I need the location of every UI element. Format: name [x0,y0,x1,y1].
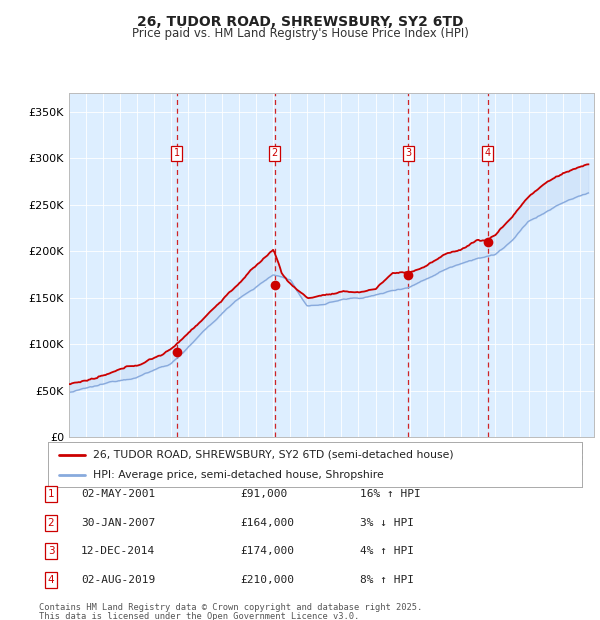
Text: This data is licensed under the Open Government Licence v3.0.: This data is licensed under the Open Gov… [39,612,359,620]
Text: 4: 4 [485,148,491,159]
Text: £91,000: £91,000 [240,489,287,499]
Text: 3: 3 [405,148,411,159]
Text: £210,000: £210,000 [240,575,294,585]
Text: 16% ↑ HPI: 16% ↑ HPI [360,489,421,499]
Text: £164,000: £164,000 [240,518,294,528]
Text: 8% ↑ HPI: 8% ↑ HPI [360,575,414,585]
Text: 26, TUDOR ROAD, SHREWSBURY, SY2 6TD (semi-detached house): 26, TUDOR ROAD, SHREWSBURY, SY2 6TD (sem… [94,450,454,459]
Text: 30-JAN-2007: 30-JAN-2007 [81,518,155,528]
Text: £174,000: £174,000 [240,546,294,556]
Text: Price paid vs. HM Land Registry's House Price Index (HPI): Price paid vs. HM Land Registry's House … [131,27,469,40]
Text: 02-MAY-2001: 02-MAY-2001 [81,489,155,499]
Text: 4% ↑ HPI: 4% ↑ HPI [360,546,414,556]
Text: 2: 2 [272,148,278,159]
Text: 1: 1 [174,148,180,159]
Text: 3: 3 [47,546,55,556]
Text: 4: 4 [47,575,55,585]
Text: 12-DEC-2014: 12-DEC-2014 [81,546,155,556]
Text: HPI: Average price, semi-detached house, Shropshire: HPI: Average price, semi-detached house,… [94,470,384,480]
Text: Contains HM Land Registry data © Crown copyright and database right 2025.: Contains HM Land Registry data © Crown c… [39,603,422,612]
Text: 26, TUDOR ROAD, SHREWSBURY, SY2 6TD: 26, TUDOR ROAD, SHREWSBURY, SY2 6TD [137,16,463,30]
Text: 2: 2 [47,518,55,528]
Text: 1: 1 [47,489,55,499]
Text: 02-AUG-2019: 02-AUG-2019 [81,575,155,585]
Text: 3% ↓ HPI: 3% ↓ HPI [360,518,414,528]
